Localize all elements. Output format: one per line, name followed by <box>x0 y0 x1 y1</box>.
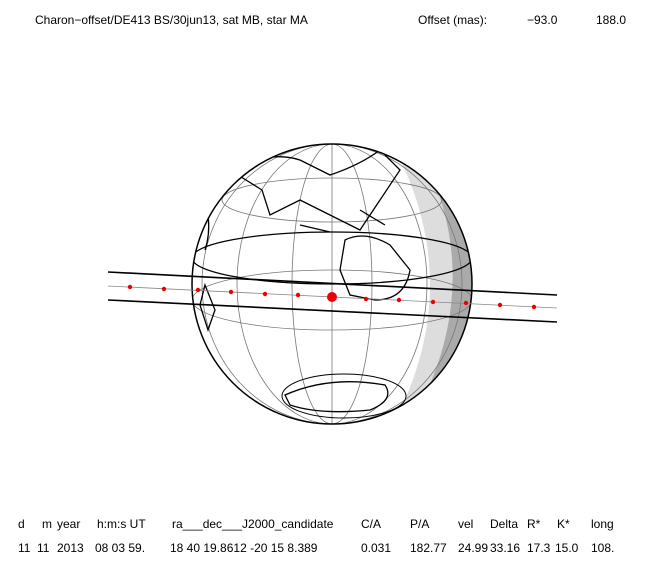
column-header: long <box>591 517 614 531</box>
globe-limb <box>191 143 473 425</box>
column-header: year <box>57 517 80 531</box>
cell: 08 03 59. <box>95 541 145 555</box>
offset-label: Offset (mas): <box>418 13 487 27</box>
cell: 17.3 <box>527 541 551 555</box>
cell: 33.16 <box>490 541 520 555</box>
cell: 108. <box>591 541 614 555</box>
column-header: h:m:s UT <box>97 517 146 531</box>
column-header: R* <box>527 517 541 531</box>
north-limit <box>107 271 558 296</box>
offset-x: −93.0 <box>527 13 558 27</box>
column-header: K* <box>557 517 570 531</box>
cell: 2013 <box>57 541 84 555</box>
title: Charon−offset/DE413 BS/30jun13, sat MB, … <box>35 13 308 27</box>
cell: 11 <box>18 541 31 555</box>
column-header: m <box>42 517 52 531</box>
column-header: vel <box>458 517 473 531</box>
south-limit <box>107 299 558 323</box>
column-header: Delta <box>490 517 518 531</box>
cell: 11 <box>37 541 50 555</box>
column-header: ra___dec___J2000_candidate <box>172 517 334 531</box>
column-header: d <box>18 517 25 531</box>
polar-circle <box>281 373 407 419</box>
cell: 18 40 19.8612 -20 15 8.389 <box>170 541 318 555</box>
time-markers <box>127 284 537 310</box>
shadow-path <box>107 271 558 323</box>
column-header: P/A <box>410 517 429 531</box>
cell: 0.031 <box>361 541 391 555</box>
offset-y: 188.0 <box>596 13 626 27</box>
cell: 24.99 <box>458 541 488 555</box>
column-header: C/A <box>361 517 381 531</box>
cell: 182.77 <box>410 541 447 555</box>
event-table: d m year h:m:s UT ra___dec___J2000_candidate… <box>18 517 614 555</box>
cell: 15.0 <box>555 541 579 555</box>
